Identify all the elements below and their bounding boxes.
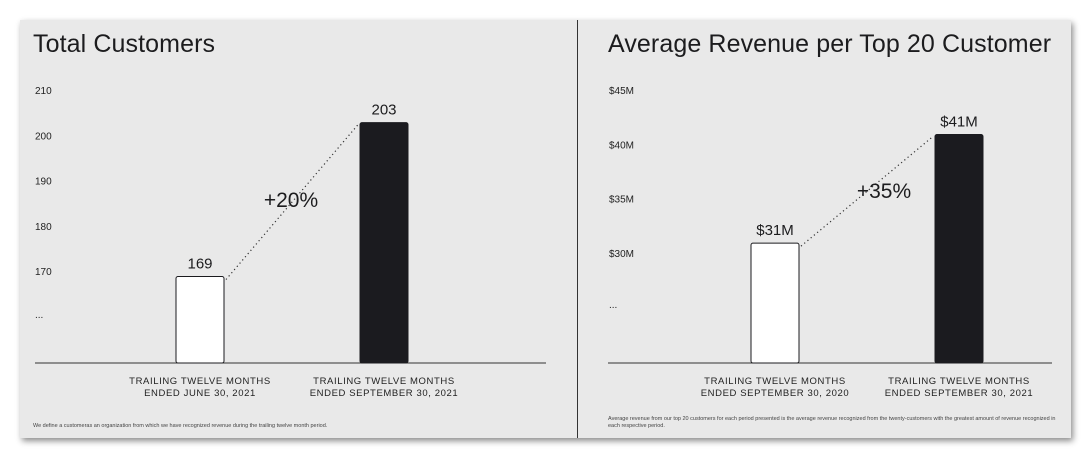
panel-divider bbox=[577, 20, 578, 438]
x-category-label: TRAILING TWELVE MONTHS bbox=[888, 376, 1030, 387]
x-category-label: TRAILING TWELVE MONTHS bbox=[313, 376, 455, 387]
total-customers-panel: Total Customers 170 180 190 200 210... 169 TRA… bbox=[20, 20, 577, 438]
growth-label: +35% bbox=[857, 180, 911, 203]
growth-label: +20% bbox=[264, 189, 318, 212]
x-category-label: ENDED SEPTEMBER 30, 2021 bbox=[310, 388, 459, 399]
x-category-label: ENDED SEPTEMBER 30, 2021 bbox=[885, 388, 1034, 399]
growth-connector bbox=[225, 124, 359, 280]
data-label: $31M bbox=[756, 222, 794, 239]
x-category-label: ENDED JUNE 30, 2021 bbox=[144, 388, 256, 399]
y-tick-label: 170 bbox=[35, 267, 52, 278]
chart-title: Total Customers bbox=[33, 30, 216, 58]
avg-revenue-chart: $30M $35M $40M $45M... $31M TRAILING TWELVE M… bbox=[608, 86, 1052, 399]
y-tick-label: 190 bbox=[35, 177, 52, 188]
footnote: We define a customeras an organization f… bbox=[33, 423, 328, 429]
y-tick-label: $30M bbox=[609, 249, 634, 260]
data-label: 169 bbox=[187, 256, 212, 273]
avg-revenue-panel: Average Revenue per Top 20 Customer $30M… bbox=[578, 20, 1071, 438]
data-label: 203 bbox=[371, 102, 396, 119]
chart-title: Average Revenue per Top 20 Customer bbox=[608, 30, 1052, 58]
total-customers-chart: 170 180 190 200 210... 169 TRAILING TWELVE MON… bbox=[35, 86, 546, 399]
slide: Total Customers 170 180 190 200 210... 169 TRA… bbox=[20, 20, 1071, 438]
growth-connector bbox=[800, 136, 934, 247]
y-tick-label: 210 bbox=[35, 86, 52, 97]
y-tick-label: 200 bbox=[35, 131, 52, 142]
y-tick-label: 180 bbox=[35, 222, 52, 233]
y-tick-label: $45M bbox=[609, 86, 634, 97]
x-category-label: TRAILING TWELVE MONTHS bbox=[129, 376, 271, 387]
bar bbox=[934, 133, 984, 364]
bar bbox=[359, 122, 409, 364]
footnote: Average revenue from our top 20 customer… bbox=[608, 416, 1056, 429]
y-axis-break: ... bbox=[35, 310, 43, 321]
x-category-label: ENDED SEPTEMBER 30, 2020 bbox=[701, 388, 850, 399]
bar bbox=[175, 276, 225, 364]
y-tick-label: $40M bbox=[609, 140, 634, 151]
x-category-label: TRAILING TWELVE MONTHS bbox=[704, 376, 846, 387]
y-tick-label: $35M bbox=[609, 195, 634, 206]
bar bbox=[750, 242, 800, 364]
y-axis-break: ... bbox=[609, 300, 617, 311]
data-label: $41M bbox=[940, 113, 978, 130]
